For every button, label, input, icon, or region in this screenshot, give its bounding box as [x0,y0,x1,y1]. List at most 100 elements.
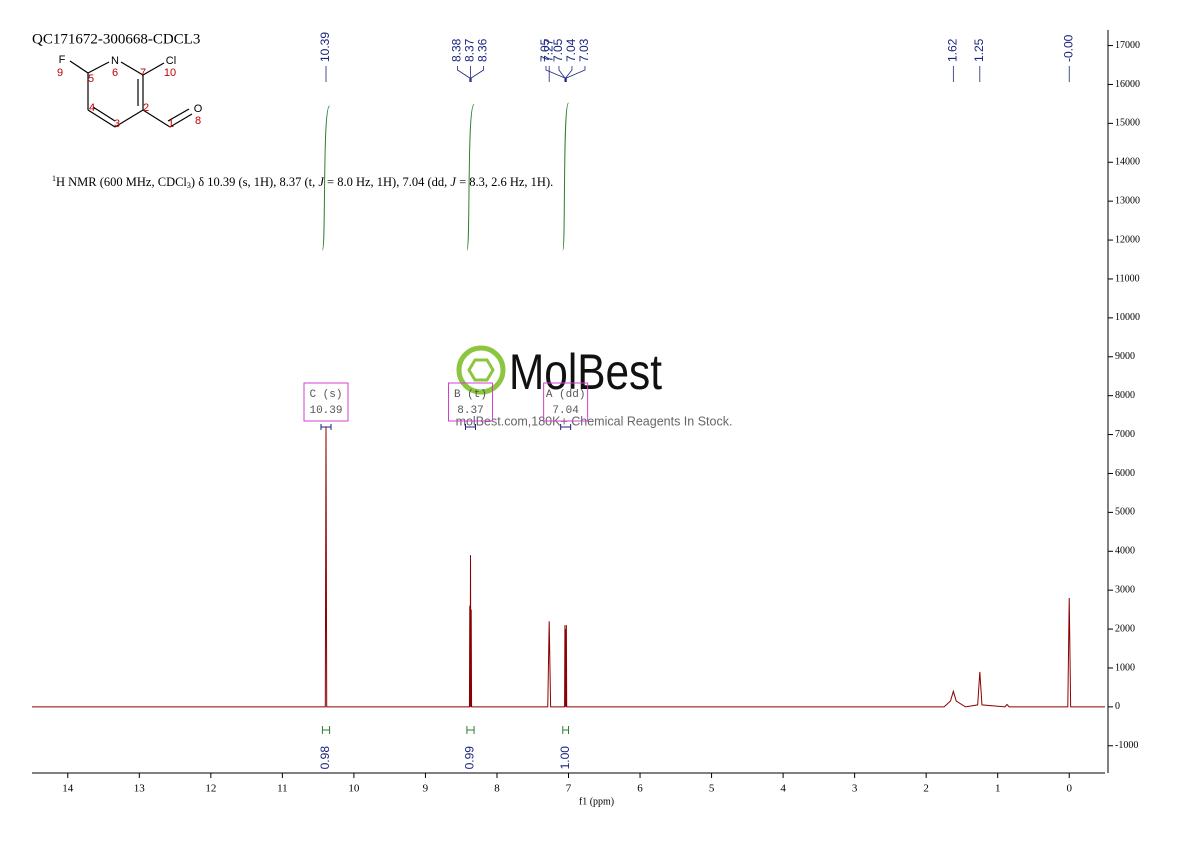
x-tick-label: 1 [995,783,1001,795]
atom: N [111,55,119,67]
text: = 8.3, 2.6 Hz, 1H). [456,175,553,189]
y-tick-label: 14000 [1115,157,1140,168]
y-tick-label: 8000 [1115,390,1135,401]
y-tick-label: 0 [1115,701,1120,712]
atom-number: 1 [168,118,174,130]
multiplet-box [447,382,493,422]
x-tick-label: 12 [205,783,216,795]
integral-bracket [466,726,475,734]
atom-number: 5 [88,73,94,85]
x-tick-label: 9 [423,783,429,795]
integral-label: 0.99 [463,746,477,770]
atom: O [194,103,203,115]
y-tick-label: 7000 [1115,429,1135,440]
integral-curve [321,105,331,251]
y-tick-label: 1000 [1115,662,1135,673]
y-tick-label: 3000 [1115,584,1135,595]
x-tick-label: 7 [566,783,572,795]
text: J [450,175,457,189]
peak-label: 7.03 [577,38,591,62]
peak-label: -0.00 [1061,34,1075,62]
x-tick-label: 10 [348,783,360,795]
structure [69,60,193,128]
atom: F [59,54,66,66]
multiplet-shift: 7.04 [552,405,579,417]
y-tick-label: 2000 [1115,623,1135,634]
integral-label: 0.98 [318,746,332,770]
peak-label: 7.04 [564,38,578,62]
peak-leader [565,66,573,82]
peak-label: 1.25 [972,38,986,62]
y-tick-label: 5000 [1115,507,1135,518]
peak-leader [565,66,586,82]
atom-numbers: 9 5 6 7 10 4 2 3 1 8 [57,67,201,130]
atom-number: 6 [112,67,118,79]
multiplet-label: A (dd) [546,389,586,401]
x-tick-label: 2 [923,783,929,795]
integral-curve [466,103,475,251]
multiplet-label: C (s) [309,389,342,401]
x-tick-label: 14 [62,783,74,795]
y-tick-label: 11000 [1115,273,1140,284]
multiplet-label: B (t) [454,389,487,401]
y-tick-label: 12000 [1115,234,1140,245]
spectrum-line [32,426,1105,708]
multiplet-bracket [464,424,476,430]
x-axis-title: f1 (ppm) [579,796,614,807]
peak-leader [457,66,471,82]
peak-label: 1.62 [946,38,960,62]
atom-number: 10 [164,67,176,79]
logo [456,345,506,395]
logo [467,358,495,382]
brand: MolBest [509,344,662,400]
x-tick-label: 11 [277,783,288,795]
peak-label: 10.39 [318,32,332,62]
peak-label: 8.36 [476,38,490,62]
text: ) δ 10.39 (s, 1H), 8.37 (t, [191,175,318,189]
x-tick-label: 13 [134,783,146,795]
multiplet-box [303,382,349,422]
peak-label: 7.05 [538,38,552,62]
multiplet-bracket [320,424,332,430]
integral-curve [562,102,569,251]
peak-label: 7.27 [541,38,555,62]
chart-title: QC171672-300668-CDCL3 [32,31,200,47]
atom-number: 8 [195,115,201,127]
x-tick-label: 0 [1066,783,1072,795]
y-tick-label: 16000 [1115,79,1140,90]
x-tick-label: 5 [709,783,715,795]
integral-label: 1.00 [558,746,572,770]
y-tick-label: 9000 [1115,351,1135,362]
atom-number: 4 [89,102,95,114]
nmr-description: 1H NMR (600 MHz, CDCl3) δ 10.39 (s, 1H),… [52,174,553,190]
x-tick-label: 3 [852,783,858,795]
subscript: 3 [187,181,191,190]
y-tick-label: -1000 [1115,740,1138,751]
multiplet-shift: 10.39 [309,405,342,417]
x-tick-label: 4 [780,783,786,795]
y-tick-label: 10000 [1115,312,1140,323]
x-tick-label: 6 [637,783,643,795]
integral-bracket [562,726,569,734]
integral-bracket [321,726,331,734]
structure-atoms: F N Cl O [59,54,203,115]
text: H NMR (600 MHz, CDCl [56,175,187,189]
watermark: MolBest molBest.com,180K+ Chemical Reage… [456,344,733,428]
atom-number: 9 [57,67,63,79]
x-tick-label: 8 [494,783,500,795]
multiplet-bracket [560,424,572,430]
y-tick-label: 6000 [1115,468,1135,479]
peak-leader [558,66,566,82]
atom: Cl [166,55,176,67]
atom-number: 3 [114,118,120,130]
y-tick-label: 13000 [1115,195,1140,206]
y-tick-label: 15000 [1115,118,1140,129]
text: = 8.0 Hz, 1H), 7.04 (dd, [324,175,450,189]
multiplet-box [543,382,589,422]
superscript: 1 [52,174,56,183]
peak-label: 8.38 [450,38,464,62]
peak-label: 8.37 [463,38,477,62]
peak-label: 7.05 [551,38,565,62]
